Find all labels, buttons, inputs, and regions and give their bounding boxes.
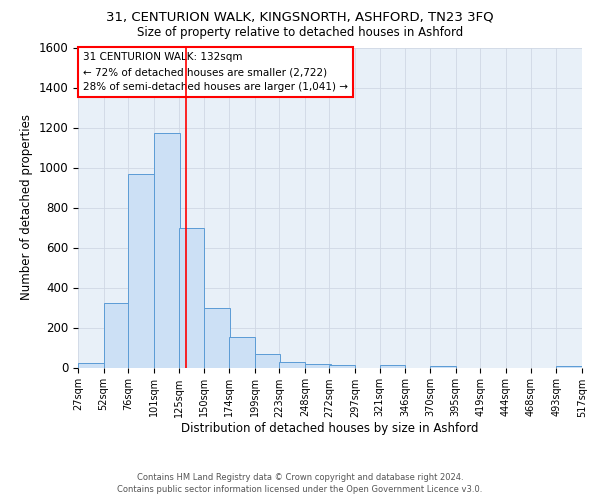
Bar [305, 364, 331, 368]
Text: Contains HM Land Registry data © Crown copyright and database right 2024.
Contai: Contains HM Land Registry data © Crown c… [118, 472, 482, 494]
Text: 31 CENTURION WALK: 132sqm
← 72% of detached houses are smaller (2,722)
28% of se: 31 CENTURION WALK: 132sqm ← 72% of detac… [83, 52, 348, 92]
Text: Size of property relative to detached houses in Ashford: Size of property relative to detached ho… [137, 26, 463, 39]
Bar [556, 366, 582, 368]
Y-axis label: Number of detached properties: Number of detached properties [20, 114, 33, 300]
Bar [128, 174, 154, 368]
Bar [104, 302, 130, 368]
Bar [279, 362, 305, 368]
Bar [254, 354, 280, 368]
Bar [229, 336, 254, 368]
Text: 31, CENTURION WALK, KINGSNORTH, ASHFORD, TN23 3FQ: 31, CENTURION WALK, KINGSNORTH, ASHFORD,… [106, 11, 494, 24]
Bar [430, 366, 456, 368]
Bar [154, 132, 179, 368]
X-axis label: Distribution of detached houses by size in Ashford: Distribution of detached houses by size … [181, 422, 479, 436]
Bar [329, 364, 355, 368]
Bar [179, 228, 204, 368]
Bar [380, 364, 406, 368]
Bar [204, 308, 230, 368]
Bar [78, 362, 104, 368]
